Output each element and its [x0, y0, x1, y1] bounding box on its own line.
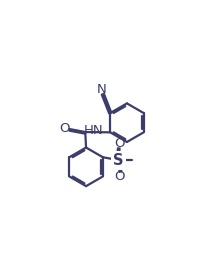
Text: HN: HN	[84, 124, 103, 137]
Text: N: N	[96, 83, 106, 96]
Text: O: O	[115, 170, 125, 183]
Text: O: O	[115, 137, 125, 150]
Text: S: S	[113, 153, 124, 168]
Text: O: O	[60, 122, 70, 135]
